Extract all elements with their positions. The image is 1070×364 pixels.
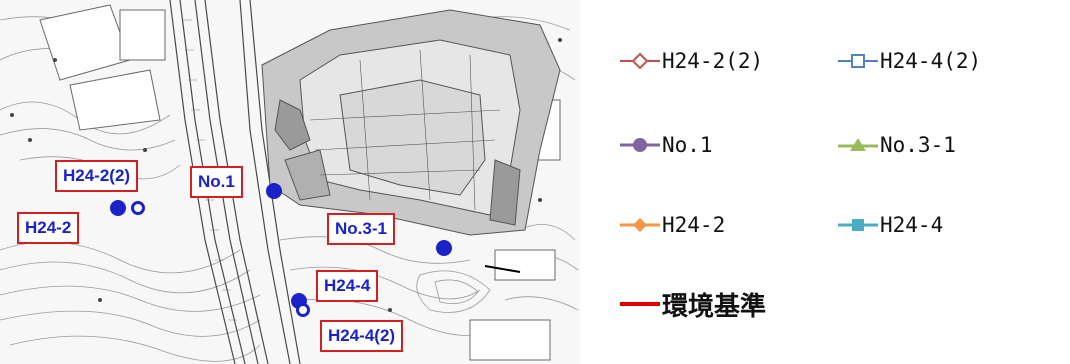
legend-label: No.1 — [662, 133, 713, 157]
legend-item-h24-2-2: H24-2(2) — [620, 46, 763, 76]
legend-label: H24-2 — [662, 213, 726, 237]
filled-square-icon — [838, 219, 878, 231]
filled-circle-icon — [620, 138, 660, 152]
open-square-icon — [838, 54, 878, 68]
legend-item-no3-1: No.3-1 — [838, 130, 956, 160]
legend-label: 環境基準 — [662, 291, 767, 322]
filled-triangle-icon — [838, 138, 878, 151]
sampling-point-no3-1 — [436, 240, 452, 256]
label-h24-2-2: H24-2(2) — [55, 160, 139, 192]
label-no3-1: No.3-1 — [327, 213, 395, 245]
map-background — [0, 0, 580, 364]
legend-item-h24-4: H24-4 — [838, 210, 943, 240]
legend-label: No.3-1 — [880, 133, 956, 157]
label-h24-4-2: H24-4(2) — [320, 320, 404, 352]
sampling-point-h24-2-2 — [131, 201, 145, 215]
legend-item-environmental-standard: 環境基準 — [620, 286, 766, 322]
label-h24-4: H24-4 — [316, 270, 379, 302]
site-map: H24-2(2) H24-2 No.1 No.3-1 H24-4 H24-4(2… — [0, 0, 580, 364]
legend-item-h24-4-2: H24-4(2) — [838, 46, 981, 76]
legend-label: H24-4 — [880, 213, 944, 237]
label-no1: No.1 — [190, 166, 243, 198]
legend-item-h24-2: H24-2 — [620, 210, 725, 240]
red-line-icon — [620, 302, 660, 306]
open-diamond-icon — [620, 52, 660, 70]
filled-diamond-icon — [620, 218, 660, 232]
legend-label: H24-4(2) — [880, 49, 982, 73]
sampling-point-h24-4-2 — [296, 303, 310, 317]
label-h24-2: H24-2 — [17, 212, 80, 244]
sampling-point-no1 — [266, 183, 282, 199]
legend-label: H24-2(2) — [662, 49, 764, 73]
legend: H24-2(2) H24-4(2) No.1 No.3-1 H24-2 — [620, 36, 1060, 336]
legend-item-no1: No.1 — [620, 130, 713, 160]
sampling-point-h24-2 — [110, 200, 126, 216]
